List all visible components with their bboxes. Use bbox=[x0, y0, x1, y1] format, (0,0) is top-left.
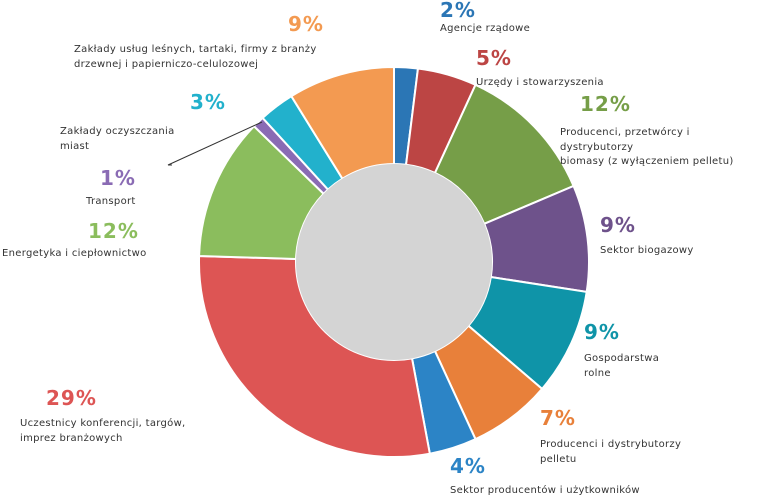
slice-label-9: Transport bbox=[86, 195, 136, 210]
slice-percent-0: 2% bbox=[440, 0, 476, 22]
slice-label-8: Energetyka i ciepłownictwo bbox=[2, 247, 147, 262]
slice-label-0: Agencje rządowe bbox=[440, 22, 530, 37]
slice-label-line: Transport bbox=[86, 196, 136, 207]
slice-label-11: Zakłady usług leśnych, tartaki, firmy z … bbox=[74, 43, 317, 72]
slice-label-line: pelletu bbox=[540, 453, 577, 465]
slice-label-line: biomasy (z wyłączeniem pelletu) bbox=[560, 156, 734, 167]
slice-label-2: Producenci, przetwórcy i dystrybutorzy bio… bbox=[560, 126, 734, 170]
slice-label-line: Sektor biogazowy bbox=[600, 245, 694, 256]
slice-label-line: Zakłady oczyszczania bbox=[60, 126, 175, 137]
slice-label-line: Uczestnicy konferencji, targów, bbox=[20, 418, 186, 429]
slice-label-6: Sektor producentów i użytkowników bbox=[450, 484, 640, 499]
slice-percent-8: 12% bbox=[88, 219, 139, 243]
slice-label-5: Producenci i dystrybutorzy pelletu bbox=[540, 438, 681, 467]
slice-label-4: Gospodarstwa rolne bbox=[584, 352, 659, 381]
slice-label-7: Uczestnicy konferencji, targów, imprez br… bbox=[20, 417, 186, 446]
slice-label-line: Energetyka i ciepłownictwo bbox=[2, 248, 147, 259]
slice-label-line: dystrybutorzy bbox=[560, 141, 634, 153]
slice-percent-7: 29% bbox=[46, 386, 97, 410]
slice-label-line: Gospodarstwa bbox=[584, 353, 660, 364]
donut-center bbox=[296, 164, 492, 360]
slice-label-line: Producenci, przetwórcy i bbox=[560, 127, 690, 138]
slice-label-1: Urzędy i stowarzyszenia bbox=[476, 76, 604, 91]
slice-percent-2: 12% bbox=[580, 92, 631, 116]
slice-label-line: Urzędy i stowarzyszenia bbox=[476, 77, 604, 88]
leader-line bbox=[167, 121, 263, 166]
slice-label-10: Zakłady oczyszczania miast bbox=[60, 125, 175, 154]
slice-label-line: Sektor producentów i użytkowników bbox=[450, 485, 640, 496]
slice-label-line: miast bbox=[60, 140, 90, 152]
slice-percent-4: 9% bbox=[584, 320, 620, 344]
slice-label-line: drzewnej i papierniczo-celulozowej bbox=[74, 58, 259, 70]
slice-label-line: Producenci i dystrybutorzy bbox=[540, 439, 682, 450]
slice-label-line: imprez branżowych bbox=[20, 432, 123, 444]
slice-percent-3: 9% bbox=[600, 213, 636, 237]
slice-label-3: Sektor biogazowy bbox=[600, 244, 694, 259]
slice-label-line: rolne bbox=[584, 367, 611, 379]
slice-percent-1: 5% bbox=[476, 46, 512, 70]
slice-percent-10: 3% bbox=[190, 90, 226, 114]
slice-percent-5: 7% bbox=[540, 406, 576, 430]
slice-percent-6: 4% bbox=[450, 454, 486, 478]
slice-percent-9: 1% bbox=[100, 166, 136, 190]
slice-label-line: Zakłady usług leśnych, tartaki, firmy z … bbox=[74, 44, 317, 55]
slice-percent-11: 9% bbox=[288, 12, 324, 36]
slice-label-line: Agencje rządowe bbox=[440, 23, 531, 34]
